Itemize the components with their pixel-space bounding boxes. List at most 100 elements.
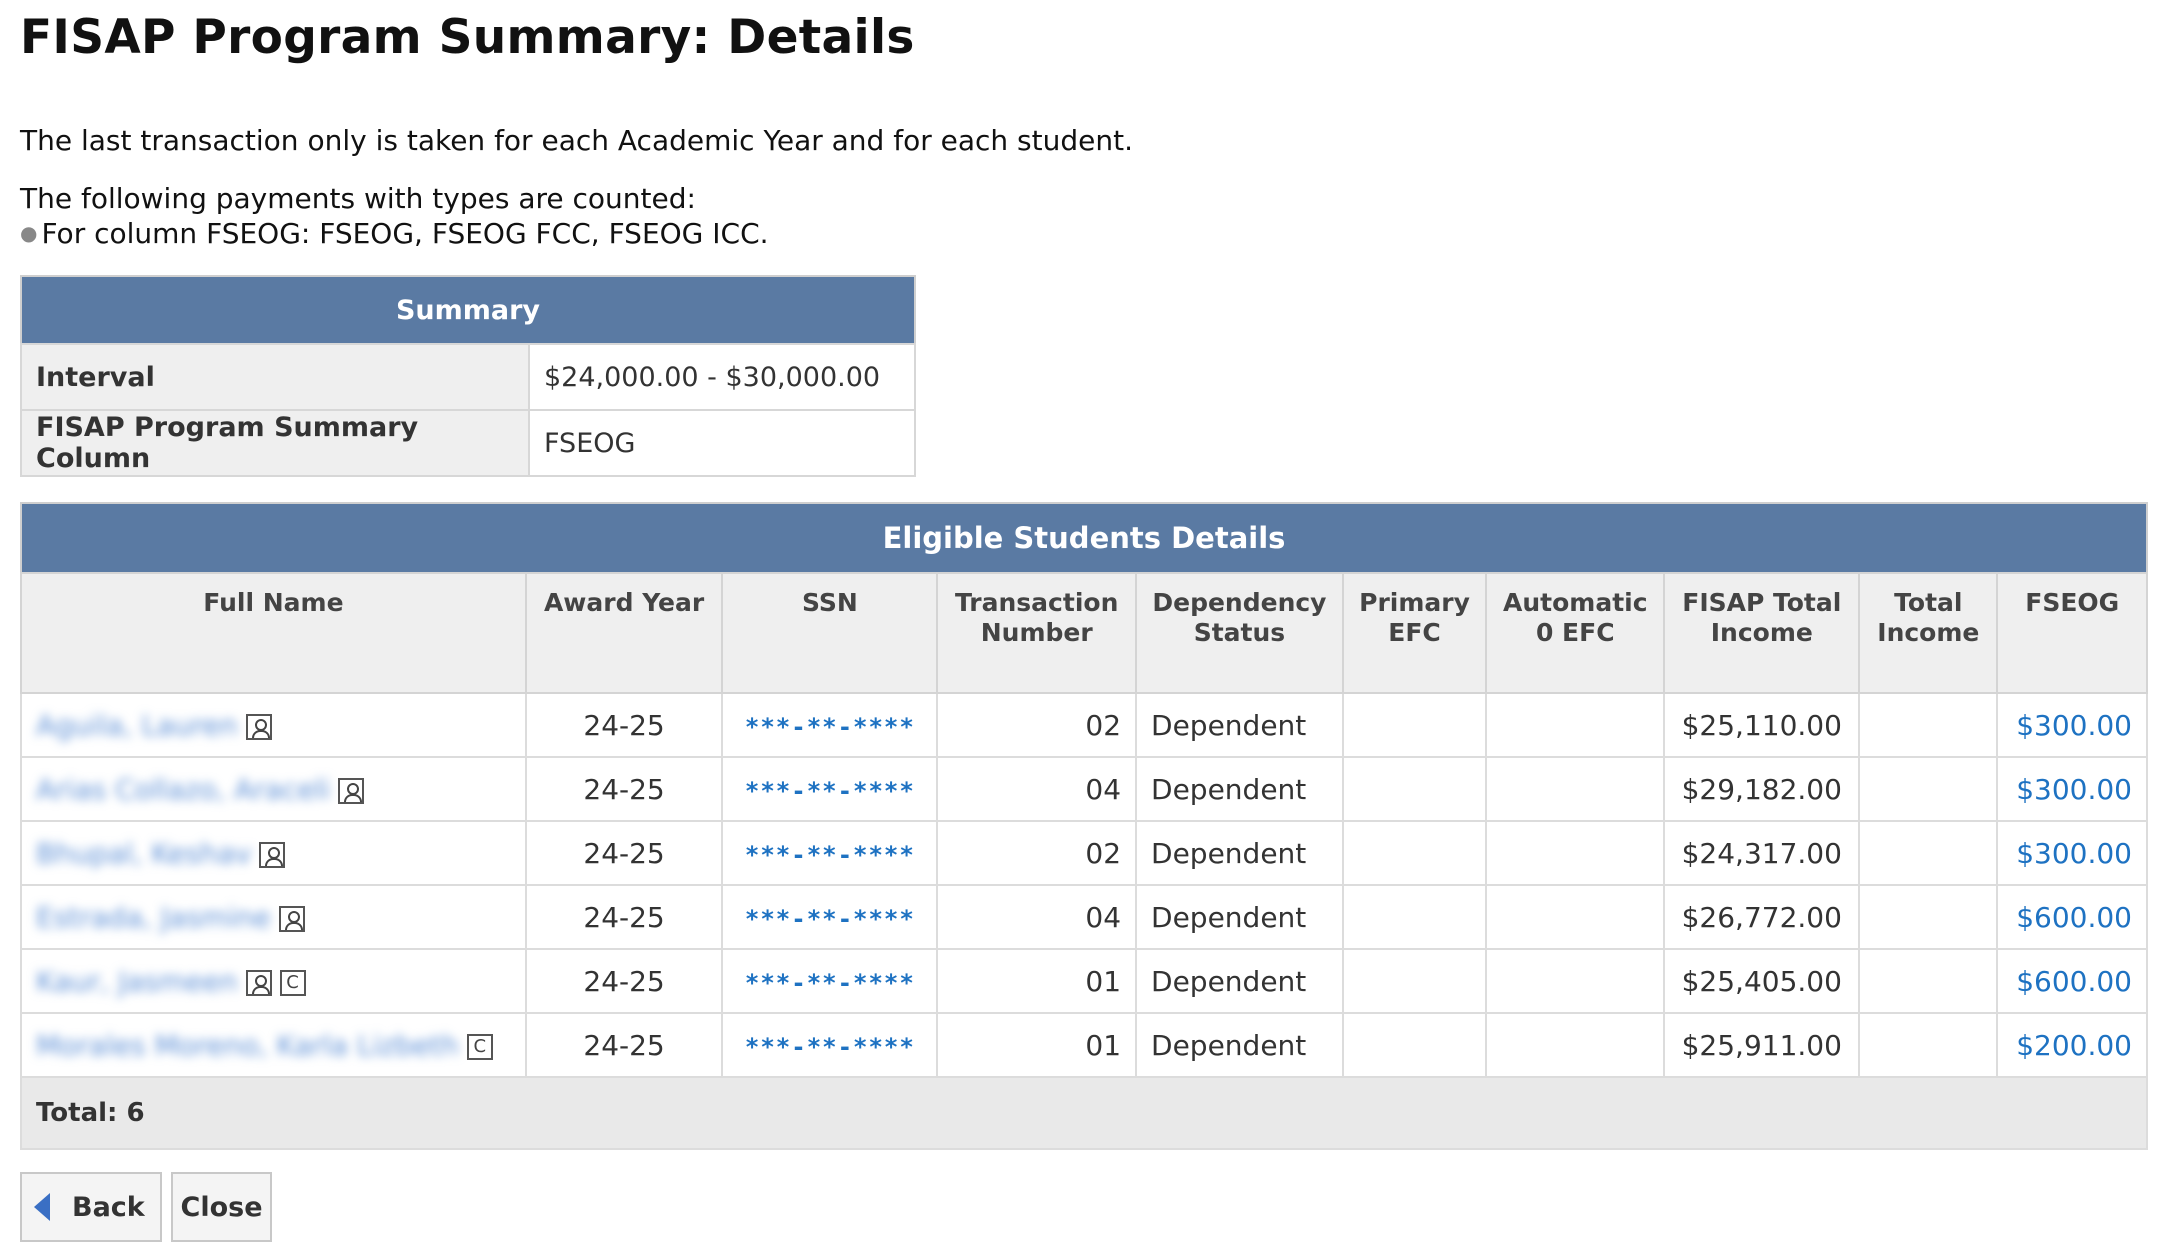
counted-payments-note: The following payments with types are co… [20,182,769,251]
dependency-status-cell: Dependent [1135,948,1344,1014]
fseog-amount-link[interactable]: $300.00 [2016,836,2132,870]
award-year-cell: 24-25 [524,756,724,822]
student-name-link[interactable]: Kaur, Jasmeen [36,964,238,998]
intro-text: The last transaction only is taken for e… [20,124,1133,157]
c-badge-icon[interactable]: C [466,1033,493,1060]
fisap-total-income-cell: $29,182.00 [1663,756,1861,822]
table-row: Aguila, Lauren 24-25 ***-**-**** 02 Dependen… [20,692,2148,758]
total-count: Total: 6 [20,1076,2148,1150]
column-header: Primary EFC [1341,572,1488,694]
fseog-cell: $300.00 [1996,692,2148,758]
column-header: FSEOG [1996,572,2148,694]
bullet-icon: ● [20,221,38,245]
primary-efc-cell [1341,756,1488,822]
primary-efc-cell [1341,884,1488,950]
fisap-total-income-cell: $25,911.00 [1663,1012,1861,1078]
back-button-label: Back [72,1191,145,1223]
column-header: Full Name [20,572,527,694]
column-header: SSN [721,572,939,694]
ssn-link[interactable]: ***-**-**** [744,776,915,805]
counted-payments-heading: The following payments with types are co… [20,182,696,215]
back-button[interactable]: Back [20,1172,162,1242]
column-header: Dependency Status [1135,572,1344,694]
fseog-amount-link[interactable]: $600.00 [2016,964,2132,998]
close-button-label: Close [180,1191,263,1223]
transaction-number-cell: 04 [936,756,1138,822]
fseog-amount-link[interactable]: $300.00 [2016,772,2132,806]
table-row: Arias Collazo, Araceli 24-25 ***-**-**** 04… [20,756,2148,822]
person-icon[interactable] [245,969,272,996]
full-name-cell: Aguila, Lauren [20,692,527,758]
table-row: Kaur, Jasmeen C 24-25 ***-**-**** 01 Dependen… [20,948,2148,1014]
fseog-cell: $600.00 [1996,948,2148,1014]
dependency-status-cell: Dependent [1135,1012,1344,1078]
c-badge-icon[interactable]: C [279,969,306,996]
column-header: Automatic 0 EFC [1485,572,1666,694]
summary-row-interval: Interval $24,000.00 - $30,000.00 [20,343,916,411]
fseog-amount-link[interactable]: $300.00 [2016,708,2132,742]
person-icon[interactable] [338,777,365,804]
summary-header: Summary [21,276,915,344]
counted-payments-bullet-text: For column FSEOG: FSEOG, FSEOG FCC, FSEO… [41,217,769,250]
summary-row-column: FISAP Program Summary Column FSEOG [20,409,916,477]
primary-efc-cell [1341,1012,1488,1078]
primary-efc-cell [1341,820,1488,886]
person-icon[interactable] [259,841,286,868]
automatic-zero-efc-cell [1485,756,1666,822]
table-row: Estrada, Jasmine 24-25 ***-**-**** 04 Depend… [20,884,2148,950]
column-header: Transaction Number [936,572,1138,694]
fisap-total-income-cell: $26,772.00 [1663,884,1861,950]
student-name-link[interactable]: Arias Collazo, Araceli [36,772,331,806]
summary-label: FISAP Program Summary Column [20,409,530,477]
automatic-zero-efc-cell [1485,948,1666,1014]
award-year-cell: 24-25 [524,948,724,1014]
full-name-cell: Estrada, Jasmine [20,884,527,950]
student-name-link[interactable]: Estrada, Jasmine [36,900,271,934]
student-name-link[interactable]: Bhupal, Keshav [36,836,252,870]
ssn-link[interactable]: ***-**-**** [744,712,915,741]
award-year-cell: 24-25 [524,820,724,886]
summary-value: $24,000.00 - $30,000.00 [528,343,916,411]
ssn-cell: ***-**-**** [721,692,939,758]
fseog-cell: $300.00 [1996,820,2148,886]
ssn-link[interactable]: ***-**-**** [744,840,915,869]
ssn-link[interactable]: ***-**-**** [744,1032,915,1061]
ssn-link[interactable]: ***-**-**** [744,904,915,933]
full-name-cell: Kaur, Jasmeen C [20,948,527,1014]
primary-efc-cell [1341,948,1488,1014]
transaction-number-cell: 02 [936,692,1138,758]
transaction-number-cell: 02 [936,820,1138,886]
total-income-cell [1858,884,1999,950]
student-rows: Aguila, Lauren 24-25 ***-**-**** 02 Dependen… [20,692,2148,1078]
column-header: Award Year [524,572,724,694]
person-icon[interactable] [245,713,272,740]
award-year-cell: 24-25 [524,1012,724,1078]
person-glyph [281,908,303,930]
fseog-amount-link[interactable]: $200.00 [2016,1028,2132,1062]
ssn-cell: ***-**-**** [721,884,939,950]
person-glyph [248,716,270,738]
transaction-number-cell: 01 [936,948,1138,1014]
eligible-students-header: Eligible Students Details [21,503,2147,573]
student-name-link[interactable]: Aguila, Lauren [36,708,238,742]
person-icon[interactable] [278,905,305,932]
total-income-cell [1858,1012,1999,1078]
dependency-status-cell: Dependent [1135,692,1344,758]
fseog-amount-link[interactable]: $600.00 [2016,900,2132,934]
summary-label: Interval [20,343,530,411]
person-glyph [261,844,284,866]
total-income-cell [1858,692,1999,758]
close-button[interactable]: Close [171,1172,272,1242]
column-header: Total Income [1858,572,1999,694]
person-glyph [248,972,270,994]
dependency-status-cell: Dependent [1135,820,1344,886]
eligible-students-table: Eligible Students Details Full Name Award… [20,502,2148,1150]
award-year-cell: 24-25 [524,884,724,950]
total-income-cell [1858,820,1999,886]
student-name-link[interactable]: Morales Moreno, Karla Lizbeth [36,1028,459,1062]
automatic-zero-efc-cell [1485,820,1666,886]
summary-value: FSEOG [528,409,916,477]
dependency-status-cell: Dependent [1135,756,1344,822]
column-header: FISAP Total Income [1663,572,1861,694]
ssn-link[interactable]: ***-**-**** [744,968,915,997]
